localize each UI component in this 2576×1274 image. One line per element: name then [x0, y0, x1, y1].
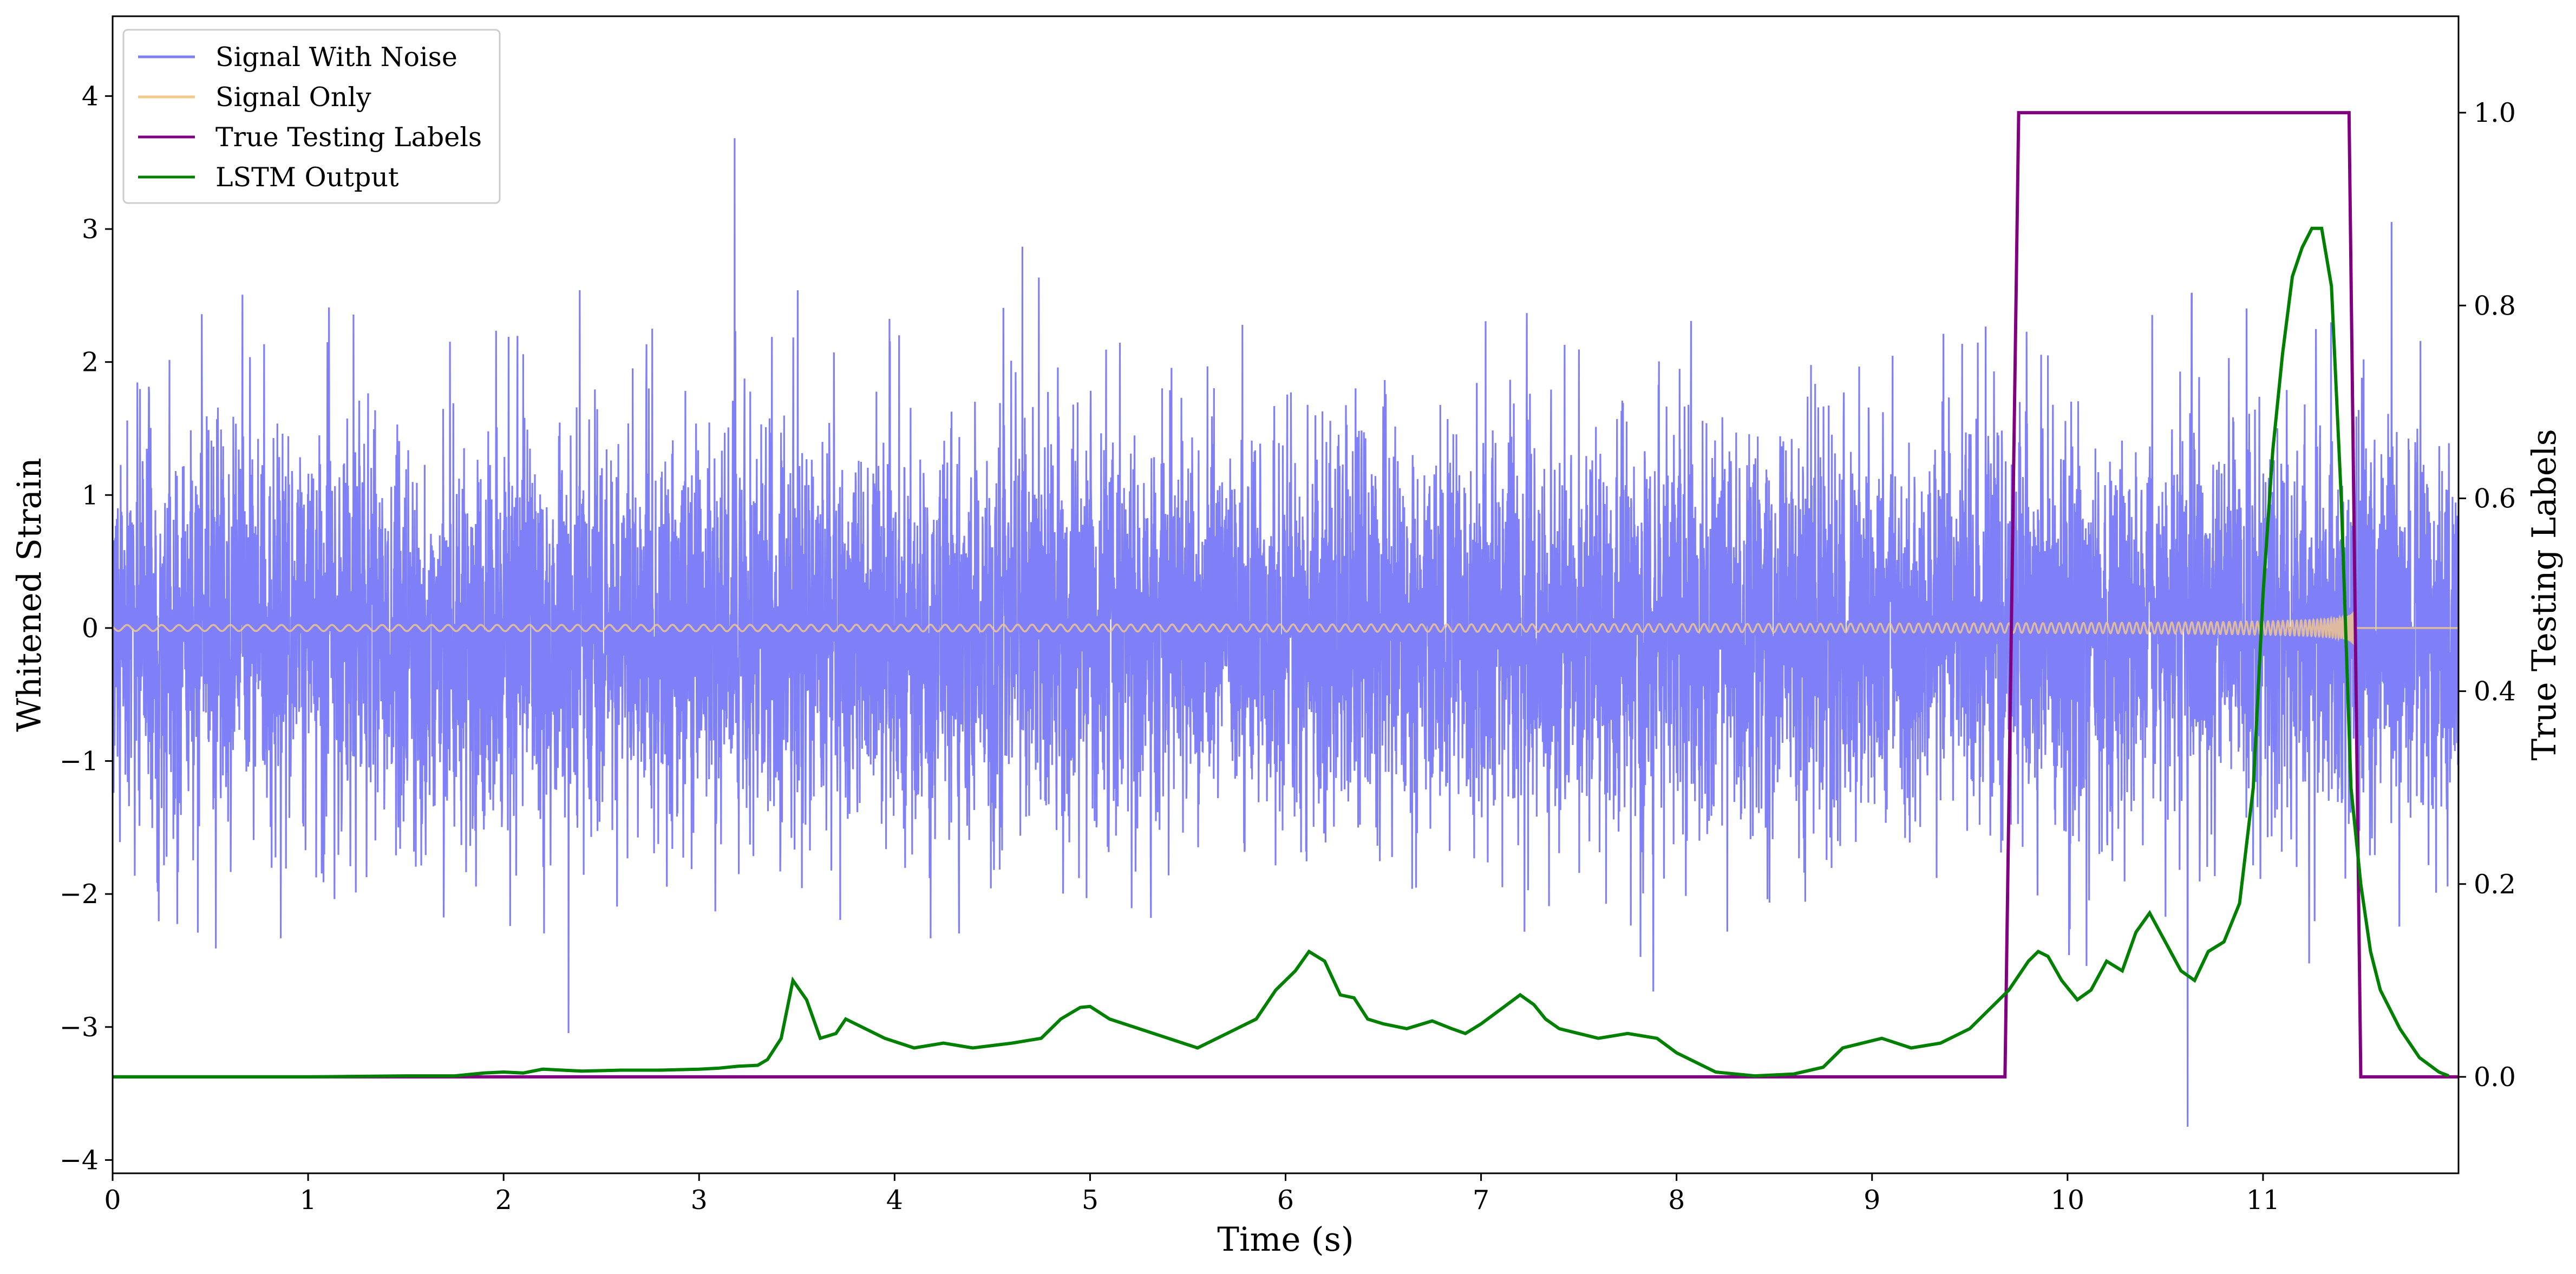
legend-label-signal-only: Signal Only: [215, 82, 371, 113]
legend-box: [122, 29, 501, 204]
right-y-tick-label: 0.4: [2474, 676, 2516, 707]
x-tick-label: 3: [691, 1185, 708, 1216]
series-true-testing-labels: [113, 111, 2459, 1079]
left-y-tick-label: −4: [60, 1145, 99, 1175]
left-y-tick-label: 4: [82, 81, 99, 112]
left-y-tick-label: 0: [82, 613, 99, 644]
right-y-tick-label: 0.8: [2474, 290, 2516, 321]
x-tick-label: 0: [104, 1185, 121, 1216]
x-tick-label: 5: [1082, 1185, 1099, 1216]
legend-label-signal-with-noise: Signal With Noise: [215, 42, 457, 73]
legend-label-lstm-output: LSTM Output: [215, 162, 399, 193]
x-axis-title: Time (s): [1217, 1220, 1354, 1259]
series-group: [113, 111, 2459, 1127]
right-y-tick-label: 0.6: [2474, 483, 2516, 514]
left-y-tick-label: 1: [82, 480, 99, 511]
x-tick-label: 7: [1473, 1185, 1489, 1216]
legend-label-true-testing-labels: True Testing Labels: [215, 122, 482, 153]
right-y-tick-label: 0.0: [2474, 1062, 2516, 1093]
left-y-axis-title: Whitened Strain: [10, 458, 49, 732]
x-tick-label: 4: [886, 1185, 903, 1216]
series-lstm-output: [113, 226, 2450, 1079]
legend: Signal With Noise Signal Only True Testi…: [122, 29, 501, 204]
left-y-tick-label: 3: [82, 214, 99, 245]
right-y-tick-label: 1.0: [2474, 97, 2516, 128]
right-y-tick-label: 0.2: [2474, 869, 2516, 900]
left-y-tick-label: −1: [60, 746, 99, 777]
left-y-tick-label: 2: [82, 347, 99, 378]
x-tick-label: 11: [2246, 1185, 2280, 1216]
left-y-tick-label: −3: [60, 1012, 99, 1043]
x-tick-label: 8: [1668, 1185, 1685, 1216]
x-tick-label: 10: [2051, 1185, 2084, 1216]
x-tick-label: 9: [1864, 1185, 1880, 1216]
plot-area: [113, 111, 2459, 1127]
axis-ticks: 0 1 2 3 4 5 6 7 8 9 10 11 −4 −3 −2 −1 0 1 2 3 4 0.0 0.2 0.4 0.6 0…: [60, 81, 2516, 1216]
x-tick-label: 2: [495, 1185, 512, 1216]
x-tick-label: 1: [299, 1185, 316, 1216]
x-tick-label: 6: [1277, 1185, 1294, 1216]
left-y-tick-label: −2: [60, 879, 99, 910]
series-signal-only: [113, 608, 2459, 648]
right-y-axis-title: True Testing Labels: [2525, 429, 2564, 761]
